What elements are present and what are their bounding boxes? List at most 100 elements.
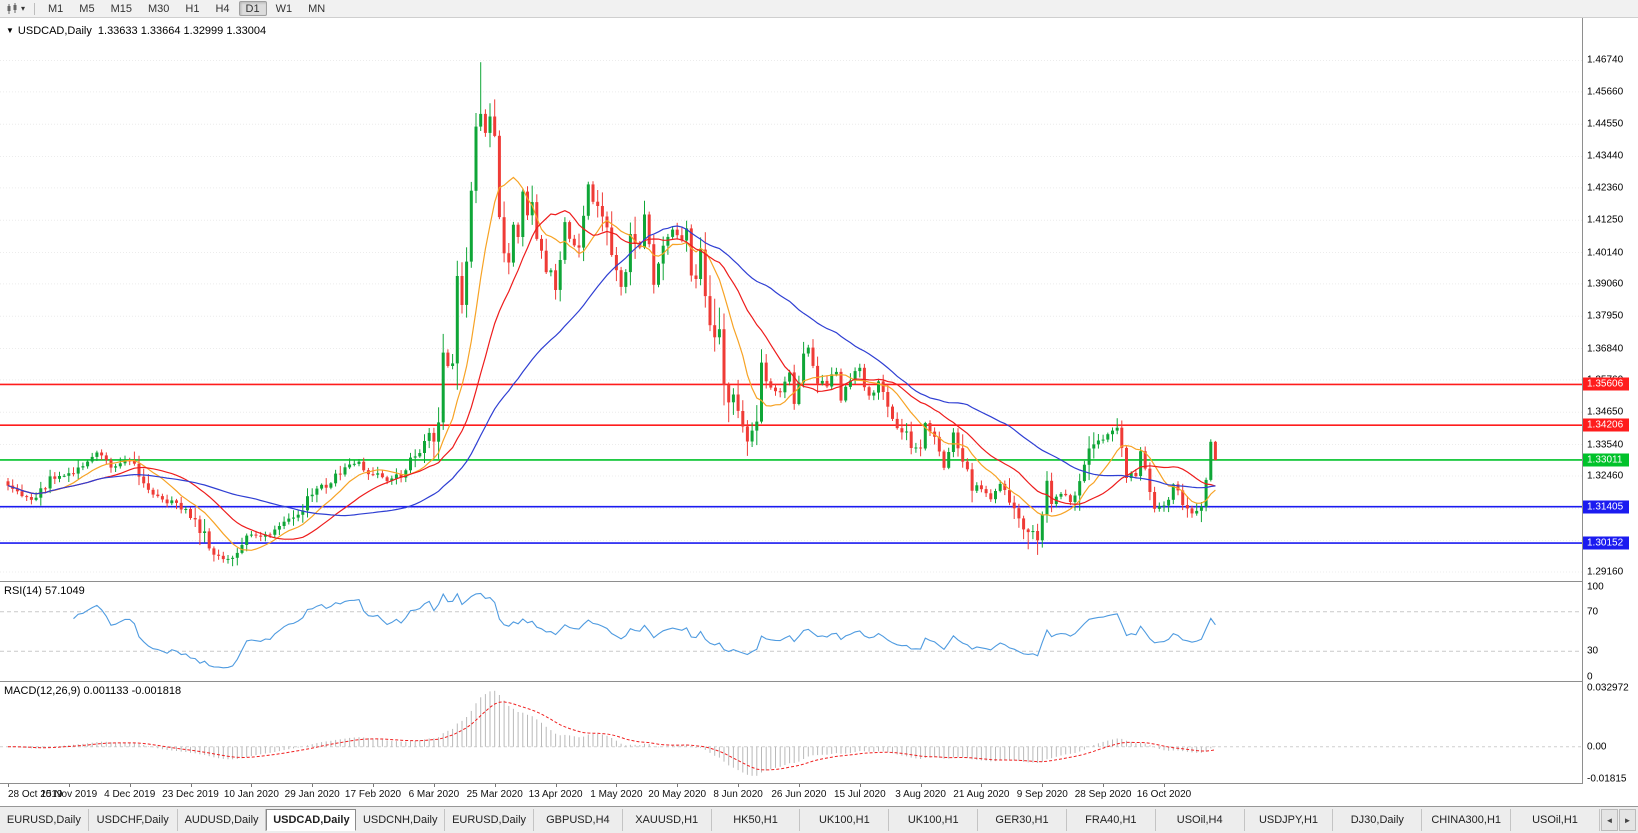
price-line-tag: 1.34206	[1583, 418, 1629, 432]
chart-ohlc-values: 1.33633 1.33664 1.32999 1.33004	[97, 25, 267, 37]
date-tick	[981, 784, 983, 787]
chart-tab-usoil-h4[interactable]: USOil,H4	[1155, 809, 1245, 831]
chevron-down-icon[interactable]: ▾	[21, 4, 26, 13]
price-axis-label: 1.43440	[1587, 150, 1624, 162]
date-tick	[494, 784, 496, 787]
macd-axis-label: 0.032972	[1587, 682, 1629, 694]
price-axis-label: 1.36840	[1587, 343, 1624, 355]
chart-tab-dj30-daily[interactable]: DJ30,Daily	[1333, 809, 1423, 831]
timeframe-button-m1[interactable]: M1	[48, 3, 64, 15]
date-tick	[433, 784, 435, 787]
rsi-axis-label: 0	[1587, 671, 1593, 683]
date-tick	[677, 784, 679, 787]
chart-collapse-icon[interactable]: ▼	[6, 26, 14, 35]
price-axis-label: 1.33540	[1587, 439, 1624, 451]
date-axis-label: 29 Jan 2020	[284, 789, 340, 800]
panel-resize-separator[interactable]	[0, 581, 1638, 582]
timeframe-button-m30[interactable]: M30	[147, 3, 170, 15]
price-axis[interactable]: 1.46740 1.45660 1.44550 1.43440 1.42360 1.412…	[1582, 18, 1638, 784]
date-tick	[1103, 784, 1105, 787]
date-axis-label: 3 Aug 2020	[895, 789, 946, 800]
chart-tab-eurusd-daily[interactable]: EURUSD,Daily	[445, 809, 534, 831]
date-axis-label: 25 Mar 2020	[466, 789, 523, 800]
chart-tab-eurusd-daily[interactable]: EURUSD,Daily	[0, 809, 89, 831]
date-tick	[1164, 784, 1165, 787]
chart-tab-usdjpy-h1[interactable]: USDJPY,H1	[1244, 809, 1334, 831]
date-axis-label: 28 Sep 2020	[1074, 789, 1132, 800]
chart-tab-usdcad-daily[interactable]: USDCAD,Daily	[266, 809, 357, 831]
date-tick	[251, 784, 253, 787]
date-axis-label: 10 Jan 2020	[223, 789, 279, 800]
date-axis-label: 17 Feb 2020	[344, 789, 402, 800]
chart-tab-ger30-h1[interactable]: GER30,H1	[978, 809, 1067, 831]
chart-tab-gbpusd-h4[interactable]: GBPUSD,H4	[533, 809, 623, 831]
date-axis-label: 28 Oct 2019	[8, 789, 63, 800]
date-tick	[555, 784, 557, 787]
panel-resize-separator[interactable]	[0, 681, 1638, 682]
timeframe-button-h4[interactable]: H4	[215, 3, 230, 15]
tabs-scroll-left-button[interactable]: ◄	[1601, 809, 1618, 831]
rsi-canvas[interactable]	[0, 582, 1582, 681]
date-axis-label: 26 Jun 2020	[771, 789, 827, 800]
chart-tab-uk100-h1[interactable]: UK100,H1	[800, 809, 890, 831]
rsi-panel[interactable]: RSI(14) 57.1049	[0, 582, 1582, 681]
date-axis-label: 20 May 2020	[648, 789, 707, 800]
chart-tab-hk50-h1[interactable]: HK50,H1	[711, 809, 801, 831]
macd-axis-label: 0.00	[1587, 741, 1607, 753]
chart-tab-fra40-h1[interactable]: FRA40,H1	[1066, 809, 1156, 831]
date-tick	[129, 784, 131, 787]
timeframe-button-m15[interactable]: M15	[110, 3, 132, 15]
price-line-tag: 1.31405	[1583, 500, 1629, 514]
date-axis-label: 1 May 2020	[590, 789, 643, 800]
date-axis-label: 13 Apr 2020	[528, 789, 583, 800]
date-tick	[8, 784, 9, 787]
chart-tab-audusd-daily[interactable]: AUDUSD,Daily	[177, 809, 267, 831]
price-axis-label: 1.44550	[1587, 118, 1624, 130]
chart-tab-china300-h1[interactable]: CHINA300,H1	[1422, 809, 1512, 831]
date-axis-label: 6 Mar 2020	[408, 789, 460, 800]
price-line-tag: 1.30152	[1583, 536, 1629, 550]
chart-tab-usdchf-daily[interactable]: USDCHF,Daily	[88, 809, 178, 831]
date-tick	[373, 784, 374, 787]
date-axis-label: 4 Dec 2019	[104, 789, 156, 800]
chart-tab-usdcnh-daily[interactable]: USDCNH,Daily	[356, 809, 446, 831]
chart-tab-usoil-h1[interactable]: USOil,H1	[1511, 809, 1600, 831]
price-line-tag: 1.35606	[1583, 377, 1629, 391]
timeframe-button-mn[interactable]: MN	[308, 3, 326, 15]
price-axis-label: 1.37950	[1587, 310, 1624, 322]
rsi-axis-label: 100	[1587, 581, 1604, 593]
main-chart-panel[interactable]: ▼ USDCAD,Daily 1.33633 1.33664 1.32999 1.3…	[0, 18, 1582, 581]
chart-tab-xauusd-h1[interactable]: XAUUSD,H1	[622, 809, 712, 831]
price-line-tag: 1.33011	[1583, 453, 1629, 467]
timeframe-button-w1[interactable]: W1	[275, 3, 293, 15]
rsi-axis-label: 30	[1587, 645, 1599, 657]
date-tick	[920, 784, 922, 787]
main-chart-canvas[interactable]	[0, 18, 1582, 581]
date-axis-separator	[0, 783, 1638, 784]
price-axis-label: 1.32460	[1587, 470, 1624, 482]
chart-tab-uk100-h1[interactable]: UK100,H1	[889, 809, 979, 831]
date-axis-label: 15 Jul 2020	[833, 789, 886, 800]
date-axis-label: 15 Nov 2019	[40, 789, 98, 800]
date-tick	[798, 784, 800, 787]
timeframe-button-m5[interactable]: M5	[79, 3, 95, 15]
date-axis-label: 9 Sep 2020	[1016, 789, 1068, 800]
date-tick	[738, 784, 740, 787]
date-axis[interactable]: 28 Oct 2019 15 Nov 2019 4 Dec 2019 23 Dec 2…	[0, 784, 1638, 806]
price-axis-label: 1.42360	[1587, 182, 1624, 194]
price-axis-label: 1.41250	[1587, 214, 1624, 226]
date-tick	[190, 784, 192, 787]
chart-symbol-label: USDCAD,Daily	[17, 25, 92, 37]
timeframe-button-d1[interactable]: D1	[238, 1, 267, 16]
macd-panel[interactable]: MACD(12,26,9) 0.001133 -0.001818	[0, 682, 1582, 783]
date-tick	[616, 784, 618, 787]
macd-canvas[interactable]	[0, 682, 1582, 783]
tabs-strip: EURUSD,Daily USDCHF,Daily AUDUSD,Daily USDC…	[0, 809, 1600, 831]
timeframe-group: M1 M5 M15 M30 H1 H4 D1 W1 MN	[40, 1, 333, 16]
rsi-axis-label: 70	[1587, 606, 1599, 618]
tabs-scroll-right-button[interactable]: ►	[1619, 809, 1636, 831]
date-axis-label: 21 Aug 2020	[953, 789, 1010, 800]
timeframe-button-h1[interactable]: H1	[185, 3, 200, 15]
chart-type-icon[interactable]	[5, 2, 19, 15]
rsi-indicator-label: RSI(14) 57.1049	[4, 585, 85, 597]
